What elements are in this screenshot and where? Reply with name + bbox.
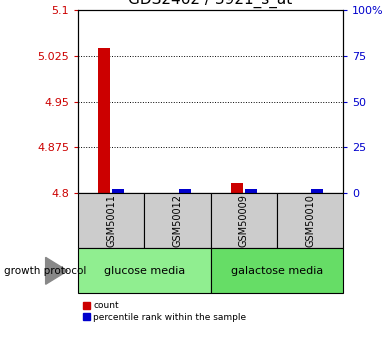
Bar bbox=[78, 193, 144, 248]
Legend: count, percentile rank within the sample: count, percentile rank within the sample bbox=[83, 301, 246, 322]
Bar bbox=[311, 189, 323, 193]
Polygon shape bbox=[46, 257, 67, 284]
Title: GDS2462 / 3921_s_at: GDS2462 / 3921_s_at bbox=[128, 0, 293, 8]
Bar bbox=[211, 248, 343, 293]
Bar bbox=[144, 193, 211, 248]
Bar bbox=[245, 189, 257, 193]
Text: GSM50009: GSM50009 bbox=[239, 194, 249, 247]
Text: glucose media: glucose media bbox=[104, 266, 185, 276]
Bar bbox=[179, 189, 191, 193]
Bar bbox=[230, 184, 243, 193]
Bar bbox=[112, 189, 124, 193]
Text: growth protocol: growth protocol bbox=[4, 266, 86, 276]
Text: galactose media: galactose media bbox=[231, 266, 323, 276]
Bar bbox=[277, 193, 343, 248]
Text: GSM50012: GSM50012 bbox=[172, 194, 183, 247]
Bar bbox=[98, 48, 110, 193]
Bar bbox=[211, 193, 277, 248]
Text: GSM50010: GSM50010 bbox=[305, 194, 315, 247]
Bar bbox=[78, 248, 211, 293]
Text: GSM50011: GSM50011 bbox=[106, 194, 116, 247]
